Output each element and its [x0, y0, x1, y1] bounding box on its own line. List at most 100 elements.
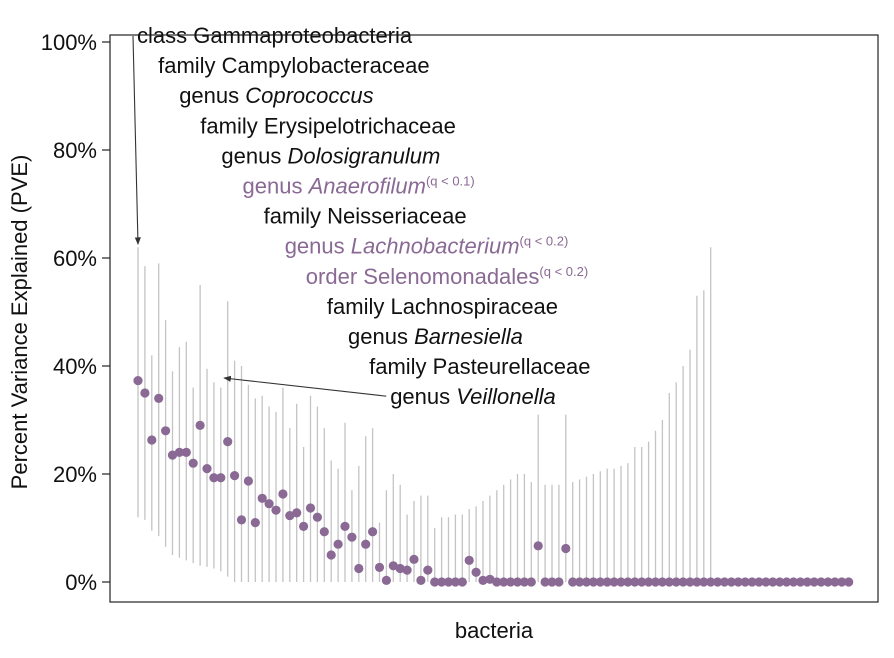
- data-point: [637, 577, 647, 587]
- data-point: [361, 539, 371, 549]
- data-point: [519, 577, 530, 587]
- data-point: [795, 577, 806, 587]
- data-point: [471, 567, 481, 577]
- data-point: [174, 447, 184, 457]
- data-point: [140, 388, 150, 398]
- data-point: [788, 577, 799, 587]
- data-point: [181, 447, 191, 457]
- data-point: [257, 493, 267, 503]
- data-point: [733, 577, 743, 587]
- data-point: [595, 577, 605, 587]
- annotation-taxon: Barnesiella: [414, 324, 523, 349]
- data-point: [816, 577, 826, 587]
- annotation-rank: genus: [243, 174, 309, 199]
- annotation-taxon: Veillonella: [456, 384, 555, 409]
- y-tick-label: 80%: [53, 138, 97, 163]
- data-point: [671, 577, 681, 587]
- annotation-taxon: Neisseriaceae: [327, 204, 466, 229]
- data-point: [713, 577, 723, 587]
- annotation-rank: genus: [221, 143, 287, 168]
- data-point: [512, 577, 523, 587]
- data-point: [368, 527, 378, 537]
- annotation-taxon: Campylobacteraceae: [222, 53, 430, 78]
- annotation-arrow: [132, 35, 141, 245]
- data-point: [347, 532, 357, 542]
- data-point: [340, 521, 350, 531]
- data-point: [692, 577, 702, 587]
- annotation-label: family Neisseriaceae: [264, 204, 467, 229]
- data-point: [243, 476, 253, 486]
- data-point: [388, 561, 398, 571]
- annotation-taxon: Pasteurellaceae: [433, 354, 591, 379]
- annotation-taxon: Selenomonadales: [363, 264, 539, 289]
- annotation-taxon: Erysipelotrichaceae: [264, 113, 456, 138]
- annotation-rank: family: [327, 294, 391, 319]
- annotation-rank: order: [306, 264, 363, 289]
- data-point: [630, 577, 640, 587]
- data-point: [506, 577, 516, 587]
- data-point: [319, 527, 329, 537]
- data-point: [202, 464, 212, 474]
- data-points: [133, 375, 854, 587]
- data-point: [485, 574, 495, 584]
- data-point: [250, 518, 260, 528]
- data-point: [554, 577, 564, 587]
- data-point: [719, 577, 730, 587]
- data-point: [540, 577, 550, 587]
- annotation-rank: genus: [348, 324, 414, 349]
- data-point: [402, 565, 412, 575]
- annotation-taxon: Lachnospiraceae: [390, 294, 558, 319]
- data-point: [381, 575, 391, 585]
- data-point: [547, 577, 557, 587]
- y-tick-label: 40%: [53, 354, 97, 379]
- data-point: [312, 512, 322, 522]
- data-point: [581, 577, 592, 587]
- annotation-label: family Pasteurellaceae: [369, 354, 590, 379]
- data-point: [616, 577, 626, 587]
- data-point: [809, 577, 819, 587]
- annotation-rank: family: [369, 354, 433, 379]
- data-point: [575, 577, 585, 587]
- data-point: [443, 577, 454, 587]
- data-point: [699, 577, 709, 587]
- data-point: [568, 577, 578, 587]
- data-point: [844, 577, 854, 587]
- y-axis: 0% 20% 40% 60% 80% 100%: [41, 30, 110, 595]
- data-point: [305, 503, 316, 513]
- annotation-label: family Erysipelotrichaceae: [200, 113, 456, 138]
- data-point: [561, 543, 571, 554]
- annotation-label: class Gammaproteobacteria: [137, 23, 413, 48]
- y-tick-label: 60%: [53, 246, 97, 271]
- data-point: [457, 577, 467, 587]
- annotation-q-value: (q < 0.1): [426, 174, 475, 189]
- data-point: [333, 539, 343, 549]
- data-point: [278, 489, 288, 499]
- y-tick-label: 20%: [53, 462, 97, 487]
- data-point: [230, 471, 240, 481]
- data-point: [167, 450, 178, 460]
- data-point: [837, 577, 847, 587]
- data-point: [533, 541, 543, 551]
- data-point: [209, 473, 219, 483]
- data-point: [664, 577, 674, 587]
- data-point: [326, 550, 336, 560]
- annotation-rank: genus: [285, 234, 351, 259]
- data-point: [685, 577, 695, 587]
- data-point: [747, 577, 757, 587]
- data-point: [154, 393, 164, 403]
- annotation-label: genus Dolosigranulum: [221, 143, 440, 168]
- annotation-label: family Campylobacteraceae: [158, 53, 429, 78]
- annotation-label: genus Veillonella: [390, 384, 556, 409]
- data-point: [299, 521, 309, 531]
- data-point: [644, 577, 654, 587]
- x-axis-title: bacteria: [455, 618, 534, 643]
- annotation-rank: class: [137, 23, 193, 48]
- annotation-rank: family: [158, 53, 222, 78]
- annotation-label: genus Anaerofilum(q < 0.1): [243, 174, 475, 199]
- annotation-rank: genus: [179, 83, 245, 108]
- annotation-label: genus Coprococcus: [179, 83, 373, 108]
- data-point: [823, 577, 833, 587]
- data-point: [416, 575, 426, 585]
- annotation-taxon: Anaerofilum: [307, 174, 426, 199]
- data-point: [768, 577, 778, 587]
